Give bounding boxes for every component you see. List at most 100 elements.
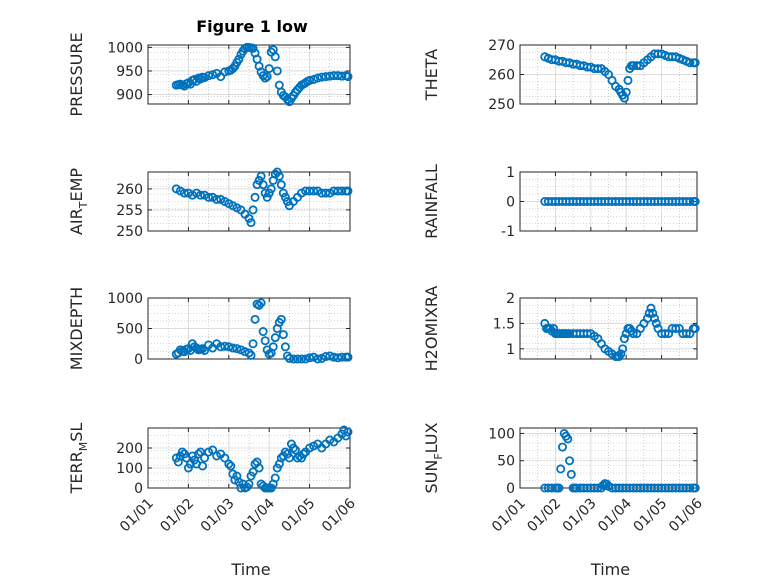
x-tick-label: 01/01 (489, 496, 529, 536)
subplot-5: 0 500 1000 MIXDEPTH (67, 287, 353, 370)
data-point (593, 64, 603, 74)
data-point (276, 314, 286, 324)
data-point (621, 87, 631, 97)
data-point (619, 334, 629, 344)
data-point (191, 343, 201, 353)
data-point (337, 352, 347, 362)
data-point (248, 43, 258, 53)
data-point (563, 434, 573, 444)
data-point (177, 447, 187, 457)
data-point (208, 70, 218, 80)
data-point (200, 453, 210, 463)
y-tick-label: 2 (506, 291, 515, 307)
data-series (171, 167, 353, 228)
data-point (254, 463, 264, 473)
data-point (250, 314, 260, 324)
data-point (681, 329, 691, 339)
data-point (690, 58, 700, 68)
y-tick-label: 1.5 (493, 316, 515, 332)
x-axis-label: Time (230, 560, 270, 579)
y-tick-label: 950 (116, 64, 143, 80)
x-axis-label: Time (590, 560, 630, 579)
y-tick-label: 0 (506, 195, 515, 211)
data-point (321, 352, 331, 362)
data-point (554, 483, 564, 493)
data-point (256, 298, 266, 308)
y-tick-label: 0 (506, 481, 515, 497)
data-series (540, 428, 700, 493)
data-point (309, 74, 319, 84)
data-point (343, 186, 353, 196)
data-point (685, 483, 695, 493)
data-point (270, 473, 280, 483)
x-tick-label: 01/05 (279, 496, 319, 536)
y-tick-label: -1 (501, 224, 515, 240)
data-point (272, 167, 282, 177)
data-point (685, 58, 695, 68)
y-axis-label: MIXDEPTH (67, 287, 86, 370)
data-point (313, 73, 323, 83)
data-series (171, 298, 353, 364)
y-tick-label: 255 (116, 203, 143, 219)
x-tick-label: 01/02 (157, 496, 197, 536)
x-tick-label: 01/01 (117, 496, 157, 536)
data-point (248, 339, 258, 349)
data-point (226, 461, 236, 471)
data-point (305, 353, 315, 363)
x-tick-label: 01/03 (560, 496, 600, 536)
data-point (220, 341, 230, 351)
data-point (248, 205, 258, 215)
data-point (282, 196, 292, 206)
data-point (651, 318, 661, 328)
data-point (565, 456, 575, 466)
data-point (650, 313, 660, 323)
data-series (171, 425, 353, 493)
y-tick-label: 1 (506, 342, 515, 358)
data-point (660, 329, 670, 339)
data-point (685, 196, 695, 206)
y-tick-label: 1 (506, 165, 515, 181)
y-tick-label: 500 (116, 322, 143, 338)
data-point (252, 180, 262, 190)
data-point (260, 336, 270, 346)
data-point (204, 71, 214, 81)
data-point (297, 354, 307, 364)
data-point (262, 72, 272, 82)
data-point (264, 188, 274, 198)
data-point (333, 353, 343, 363)
data-point (321, 72, 331, 82)
y-tick-label: 250 (116, 224, 143, 240)
data-point (280, 192, 290, 202)
y-tick-label: 50 (497, 454, 515, 470)
data-point (343, 352, 353, 362)
data-point (224, 342, 234, 352)
y-tick-label: 900 (116, 88, 143, 104)
data-point (618, 344, 628, 354)
data-point (272, 66, 282, 76)
x-tick-label: 01/05 (631, 496, 671, 536)
x-tick-label: 01/03 (198, 496, 238, 536)
subplot-4: -1 0 1 RAINFALL (422, 164, 700, 240)
data-point (292, 453, 302, 463)
data-point (250, 192, 260, 202)
data-point (276, 180, 286, 190)
data-point (228, 343, 238, 353)
data-point (260, 188, 270, 198)
data-point (270, 52, 280, 62)
data-point (343, 427, 353, 437)
y-tick-label: 270 (488, 38, 515, 54)
data-point (196, 74, 206, 84)
data-point (244, 213, 254, 223)
data-point (343, 72, 353, 82)
data-point (280, 447, 290, 457)
data-point (644, 308, 654, 318)
data-point (623, 75, 633, 85)
figure-title: Figure 1 low (196, 17, 308, 36)
data-point (288, 443, 298, 453)
x-tick-label: 01/04 (595, 495, 635, 535)
minor-grid (519, 427, 698, 489)
data-point (646, 303, 656, 313)
data-point (208, 445, 218, 455)
axes-box (147, 171, 351, 232)
